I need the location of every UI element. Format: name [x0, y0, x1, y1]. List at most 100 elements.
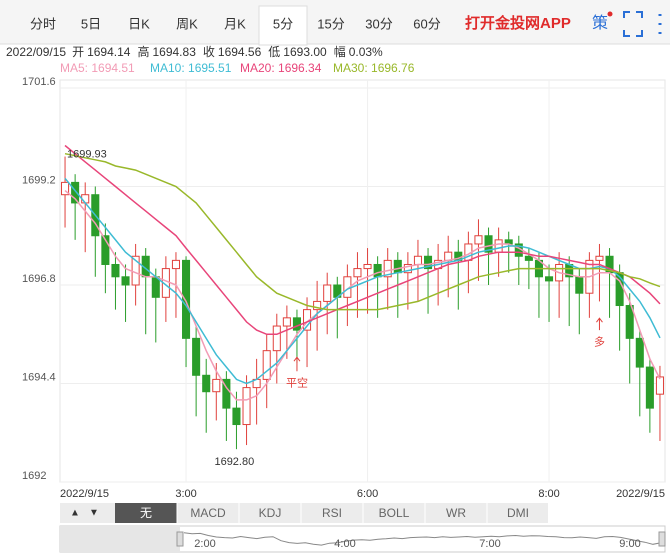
candle-body	[645, 366, 654, 409]
signal-label: 多	[594, 334, 605, 348]
scroll-down[interactable]: ▼	[89, 508, 99, 519]
app-link[interactable]: 打开金投网APP	[465, 14, 571, 32]
x-tick-label: 6:00	[357, 488, 378, 500]
signal-label: 平空	[286, 375, 308, 389]
legend-entry: MA5: 1694.51	[60, 61, 135, 75]
tab[interactable]: 周K	[176, 16, 198, 31]
tab[interactable]: 15分	[317, 16, 344, 31]
ma-line	[64, 152, 661, 311]
candle-body	[413, 255, 422, 265]
candle-body	[151, 276, 160, 298]
candle-body	[111, 263, 120, 278]
y-tick-label: 1694.4	[22, 371, 56, 383]
indicator-tab[interactable]: RSI	[322, 506, 342, 520]
tab[interactable]: 5分	[273, 16, 293, 31]
quote-value: 1694.83	[152, 45, 196, 59]
tab[interactable]: 60分	[413, 16, 440, 31]
candle-body	[494, 239, 503, 253]
quote-label: 开	[72, 45, 84, 59]
fullscreen-icon[interactable]	[623, 11, 643, 37]
candle-body	[383, 259, 392, 278]
quote-label: 高	[137, 44, 149, 59]
quote-value: 1694.56	[218, 45, 262, 59]
ma-line	[64, 144, 661, 336]
x-tick-label: 2022/9/15	[616, 488, 665, 500]
candle-body	[474, 235, 483, 245]
navigator-mask	[60, 526, 180, 552]
navigator-label: 4:00	[334, 538, 355, 550]
candle-body	[575, 276, 584, 294]
indicator-tab[interactable]: 无	[140, 506, 152, 520]
navigator-line	[183, 532, 662, 546]
max-label: 1699.93	[67, 148, 107, 160]
candle-body	[272, 325, 281, 352]
candle-body	[313, 300, 322, 311]
quote-value: 1694.14	[87, 45, 131, 59]
navigator-label: 9:00	[619, 538, 640, 550]
tab[interactable]: 月K	[224, 16, 246, 31]
candle-body	[101, 235, 110, 265]
candle-body	[655, 376, 664, 395]
candle-body	[625, 305, 634, 339]
scroll-up[interactable]: ▲	[70, 508, 80, 519]
candle-body	[545, 276, 554, 282]
candle-body	[484, 235, 493, 253]
quote-value: 1693.00	[283, 45, 327, 59]
signal-arrow	[596, 317, 603, 331]
candle-body	[222, 378, 231, 409]
min-label: 1692.80	[214, 456, 254, 468]
navigator-handle[interactable]	[658, 531, 666, 547]
y-tick-label: 1696.8	[22, 273, 56, 285]
plot-frame	[59, 79, 666, 483]
indicator-tab[interactable]: DMI	[507, 506, 529, 520]
tab[interactable]: 5日	[81, 16, 101, 31]
quote-label: 收	[203, 45, 215, 59]
candle-body	[182, 259, 191, 339]
quote-date: 2022/09/15	[6, 45, 66, 59]
indicator-tab[interactable]: KDJ	[259, 506, 282, 520]
toolbar-bg	[0, 0, 670, 44]
candle-body	[232, 407, 241, 426]
legend-entry: MA20: 1696.34	[240, 61, 322, 75]
ma-line	[64, 177, 661, 385]
legend-entry: MA10: 1695.51	[150, 61, 232, 75]
candle-body	[212, 378, 221, 393]
navigator-label: 7:00	[479, 538, 500, 550]
tab[interactable]: 分时	[30, 16, 56, 31]
candle-body	[192, 337, 201, 376]
y-tick-label: 1699.2	[22, 174, 56, 186]
candle-body	[393, 259, 402, 274]
indicator-tab[interactable]: WR	[446, 506, 466, 520]
navigator-label: 2:00	[194, 538, 215, 550]
candle-body	[61, 181, 70, 196]
candle-body	[595, 255, 604, 261]
quote-label: 低	[268, 45, 280, 59]
candle-body	[635, 337, 644, 368]
notice-dot	[607, 11, 613, 17]
candle-body	[424, 255, 433, 270]
candle-body	[292, 317, 301, 331]
tab[interactable]: 30分	[365, 16, 392, 31]
candle-body	[171, 259, 180, 270]
tab[interactable]: 日K	[128, 16, 150, 31]
x-tick-label: 2022/9/15	[60, 488, 109, 500]
candle-body	[524, 255, 533, 261]
indicator-tab[interactable]: BOLL	[379, 506, 410, 520]
candle-body	[121, 276, 130, 286]
candle-body	[262, 350, 271, 380]
candle-body	[282, 317, 291, 327]
quote-value: 0.03%	[349, 45, 383, 59]
indicator-tab[interactable]: MACD	[190, 506, 226, 520]
x-tick-label: 8:00	[538, 488, 559, 500]
candle-body	[363, 263, 372, 270]
candle-body	[353, 268, 362, 278]
navigator-handle[interactable]	[176, 531, 184, 547]
candle-body	[323, 284, 332, 302]
y-tick-label: 1692	[22, 470, 46, 482]
candle-body	[403, 263, 412, 274]
signal-arrow	[293, 356, 301, 372]
strategy-button[interactable]: 策	[592, 14, 608, 32]
candle-body	[202, 374, 211, 393]
candle-body	[373, 263, 382, 278]
indicator-active	[115, 503, 177, 523]
